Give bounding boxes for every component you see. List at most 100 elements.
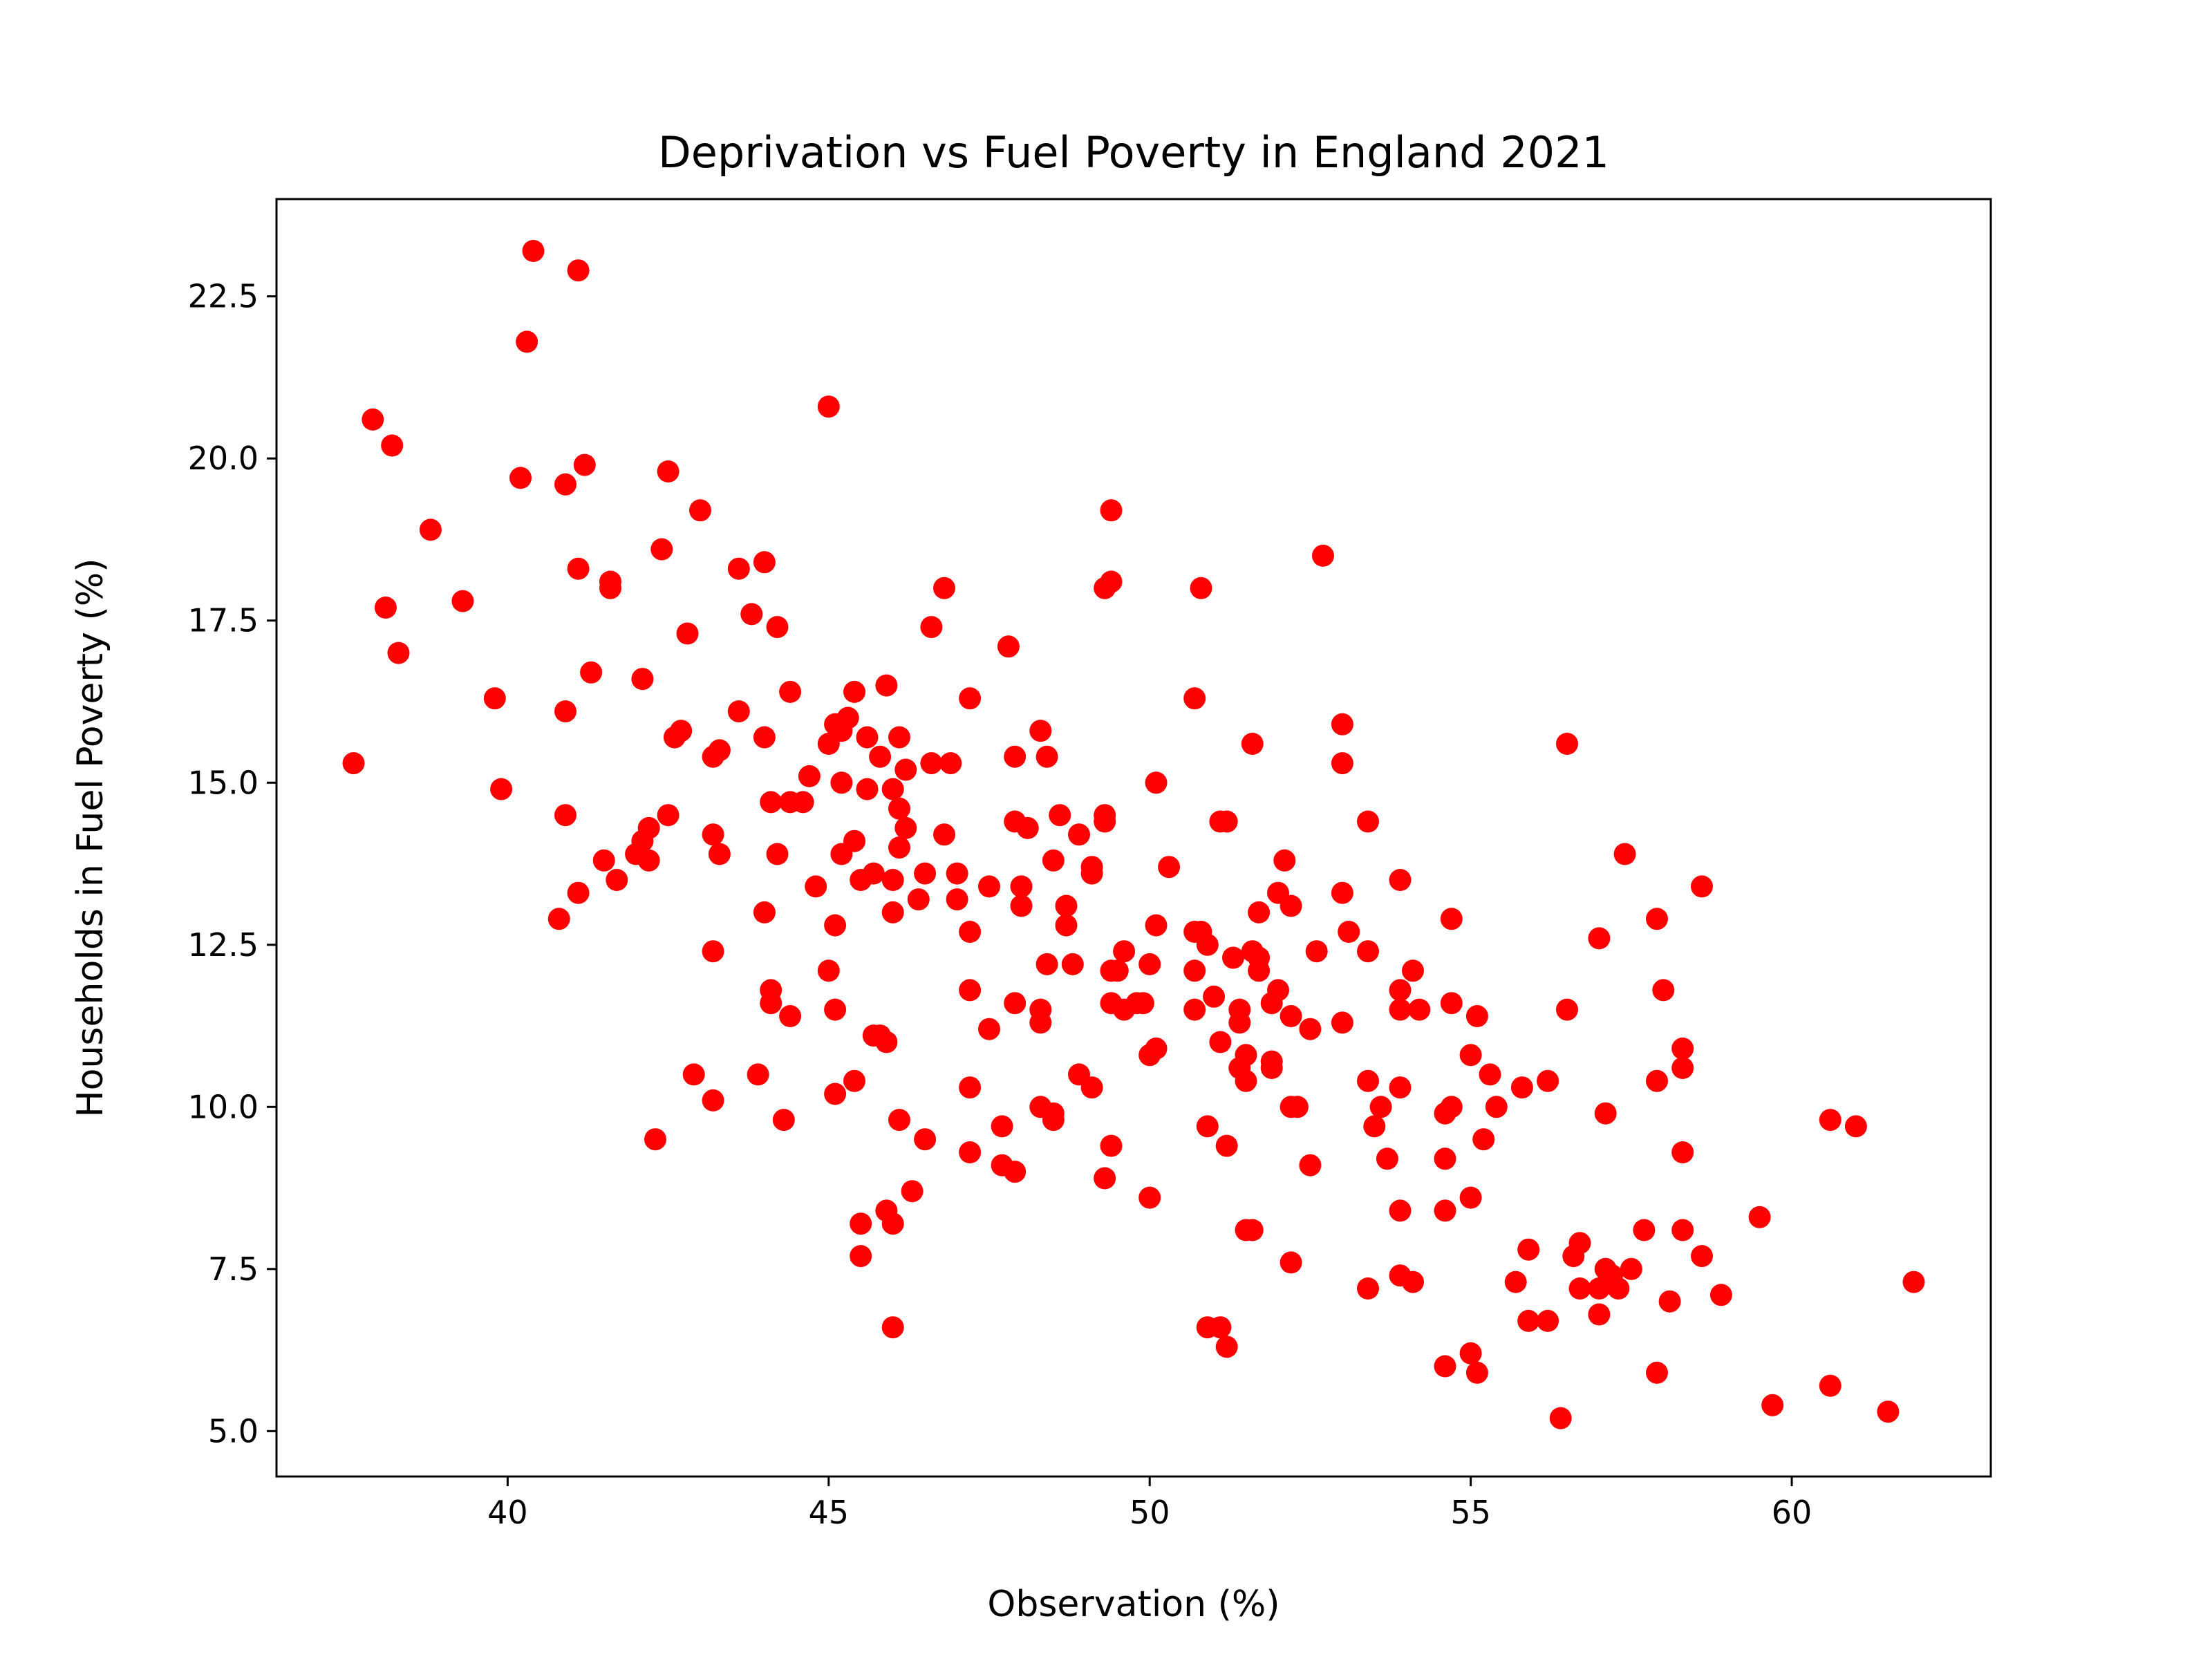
scatter-point: [747, 1063, 769, 1086]
scatter-point: [1305, 940, 1328, 963]
scatter-point: [1029, 720, 1052, 742]
scatter-point: [959, 979, 982, 1002]
scatter-point: [888, 797, 910, 820]
scatter-point: [567, 259, 590, 282]
scatter-point: [824, 914, 847, 937]
scatter-point: [1010, 875, 1033, 898]
scatter-point: [881, 901, 904, 924]
scatter-point: [1215, 810, 1238, 833]
scatter-point: [856, 778, 879, 800]
scatter-point: [779, 680, 802, 703]
scatter-point: [1434, 1102, 1456, 1125]
x-tick-label: 60: [1772, 1494, 1812, 1531]
scatter-point: [772, 1109, 795, 1132]
scatter-point: [907, 888, 930, 911]
x-tick-label: 45: [809, 1494, 850, 1531]
scatter-point: [991, 1115, 1013, 1138]
scatter-point: [1709, 1284, 1732, 1306]
scatter-point: [1537, 1069, 1559, 1092]
scatter-point: [850, 1212, 872, 1235]
scatter-point: [1331, 752, 1353, 775]
scatter-point: [490, 778, 513, 800]
scatter-point: [817, 395, 840, 418]
scatter-point: [516, 330, 538, 353]
scatter-point: [1357, 1277, 1379, 1300]
scatter-point: [1280, 1005, 1302, 1027]
scatter-point: [547, 908, 570, 930]
scatter-point: [1138, 1186, 1161, 1209]
scatter-point: [1517, 1309, 1540, 1332]
scatter-point: [753, 551, 776, 574]
scatter-point: [1510, 1076, 1533, 1099]
scatter-point: [1434, 1199, 1456, 1222]
scatter-point: [959, 1141, 982, 1163]
scatter-point: [1537, 1309, 1559, 1332]
scatter-point: [791, 791, 814, 814]
scatter-point: [1549, 1407, 1572, 1430]
y-tick-label: 7.5: [208, 1250, 259, 1288]
scatter-point: [509, 467, 532, 489]
scatter-point: [1761, 1394, 1784, 1416]
scatter-point: [483, 687, 506, 710]
scatter-point: [1035, 745, 1058, 768]
scatter-point: [1357, 940, 1379, 963]
scatter-point: [1222, 946, 1244, 969]
scatter-point: [708, 739, 731, 762]
scatter-point: [1004, 745, 1027, 768]
scatter-point: [374, 597, 397, 619]
scatter-point: [1588, 1303, 1611, 1326]
scatter-point: [881, 1316, 904, 1339]
scatter-point: [1132, 992, 1154, 1015]
scatter-point: [1312, 544, 1334, 567]
scatter-point: [1844, 1115, 1867, 1138]
scatter-point: [1479, 1063, 1501, 1086]
scatter-point: [1646, 908, 1668, 930]
scatter-point: [1408, 998, 1431, 1021]
scatter-point: [1465, 1005, 1488, 1027]
scatter-point: [1402, 1271, 1424, 1293]
scatter-point: [682, 1063, 705, 1086]
scatter-point: [1055, 914, 1078, 937]
scatter-point: [830, 771, 853, 794]
scatter-point: [753, 726, 776, 749]
scatter-point: [881, 1212, 904, 1235]
scatter-point: [933, 577, 955, 599]
scatter-point: [1183, 687, 1206, 710]
scatter-point: [1267, 979, 1289, 1002]
scatter-point: [753, 901, 776, 924]
scatter-point: [1196, 1115, 1219, 1138]
scatter-point: [362, 408, 384, 431]
scatter-point: [1691, 1245, 1713, 1268]
scatter-point: [1138, 953, 1161, 975]
scatter-point: [1209, 1316, 1232, 1339]
scatter-point: [1080, 862, 1103, 885]
scatter-point: [1568, 1232, 1591, 1255]
scatter-point: [1902, 1271, 1925, 1293]
scatter-point: [1389, 869, 1412, 891]
scatter-point: [843, 830, 865, 852]
scatter-point: [1819, 1374, 1841, 1397]
scatter-point: [1568, 1277, 1591, 1300]
scatter-point: [676, 622, 699, 645]
scatter-point: [1646, 1361, 1668, 1384]
scatter-point: [1485, 1096, 1508, 1118]
scatter-point: [1049, 804, 1071, 827]
scatter-point: [381, 434, 404, 457]
scatter-point: [1389, 1076, 1412, 1099]
scatter-point: [727, 557, 750, 580]
scatter-point: [997, 635, 1020, 658]
scatter-point: [1094, 810, 1116, 833]
scatter-point: [1877, 1400, 1900, 1423]
scatter-point: [1016, 816, 1039, 839]
scatter-point: [1652, 979, 1675, 1002]
scatter-point: [580, 661, 603, 684]
scatter-point: [1061, 953, 1084, 975]
scatter-point: [1459, 1186, 1482, 1209]
scatter-point: [1248, 959, 1271, 982]
scatter-point: [914, 1128, 937, 1151]
scatter-point: [708, 843, 731, 865]
scatter-point: [702, 1089, 724, 1112]
scatter-point: [1671, 1037, 1694, 1060]
scatter-point: [554, 700, 577, 723]
